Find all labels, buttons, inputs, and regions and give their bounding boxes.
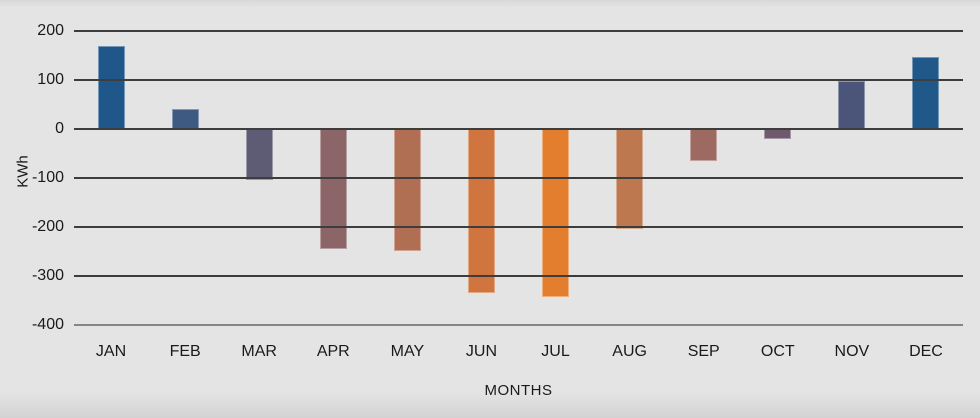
- x-axis-title: MONTHS: [484, 382, 553, 399]
- bar-dec: [912, 56, 940, 129]
- bar-jul: [542, 129, 570, 298]
- y-tick-label: 200: [37, 22, 64, 39]
- y-tick-label: -400: [31, 316, 64, 333]
- x-tick-label-jun: JUN: [465, 343, 497, 360]
- bar-feb: [171, 109, 199, 129]
- gridline-y-0: [74, 128, 963, 130]
- bar-jan: [97, 45, 125, 129]
- bar-sep: [690, 129, 718, 161]
- x-tick-label-jul: JUL: [541, 343, 570, 360]
- bar-aug: [616, 129, 644, 230]
- gridline-y--400: [74, 324, 963, 326]
- gridline-y--200: [74, 226, 963, 228]
- bar-may: [393, 129, 421, 251]
- bar-oct: [764, 129, 792, 139]
- gridline-y--300: [74, 275, 963, 277]
- x-tick-label-dec: DEC: [909, 343, 943, 360]
- bar-apr: [319, 129, 347, 250]
- bar-jun: [467, 129, 495, 294]
- x-tick-label-may: MAY: [390, 343, 425, 360]
- x-tick-label-mar: MAR: [241, 343, 277, 360]
- x-tick-label-oct: OCT: [760, 343, 795, 360]
- gridline-y-100: [74, 79, 963, 81]
- gridline-y-200: [74, 30, 963, 32]
- gridline-y--100: [74, 177, 963, 179]
- y-tick-label: 0: [55, 120, 64, 137]
- y-tick-label: -100: [31, 169, 64, 186]
- x-tick-label-feb: FEB: [169, 343, 201, 360]
- bar-nov: [838, 80, 866, 129]
- y-tick-label: -300: [31, 267, 64, 284]
- x-tick-label-sep: SEP: [687, 343, 720, 360]
- x-tick-label-aug: AUG: [612, 343, 647, 360]
- y-tick-label: -200: [31, 218, 64, 235]
- x-tick-label-nov: NOV: [834, 343, 870, 360]
- x-tick-label-jan: JAN: [95, 343, 127, 360]
- bar-mar: [245, 129, 273, 181]
- y-tick-label: 100: [37, 71, 64, 88]
- x-tick-label-apr: APR: [316, 343, 350, 360]
